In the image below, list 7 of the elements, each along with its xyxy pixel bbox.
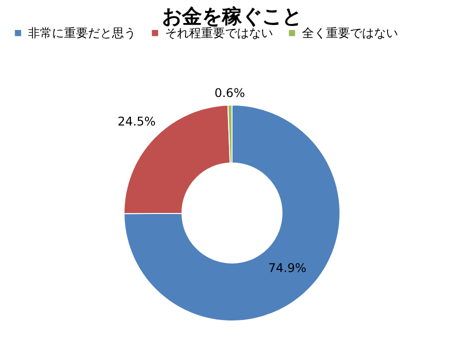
- legend-label: それ程重要ではない: [165, 26, 273, 40]
- data-label: 0.6%: [214, 86, 245, 100]
- legend-label: 全く重要ではない: [302, 26, 398, 40]
- data-label: 24.5%: [118, 114, 156, 129]
- legend-label: 非常に重要だと思う: [28, 26, 136, 40]
- data-label: 74.9%: [268, 260, 306, 275]
- chart-title: お金を稼ぐこと: [162, 4, 302, 28]
